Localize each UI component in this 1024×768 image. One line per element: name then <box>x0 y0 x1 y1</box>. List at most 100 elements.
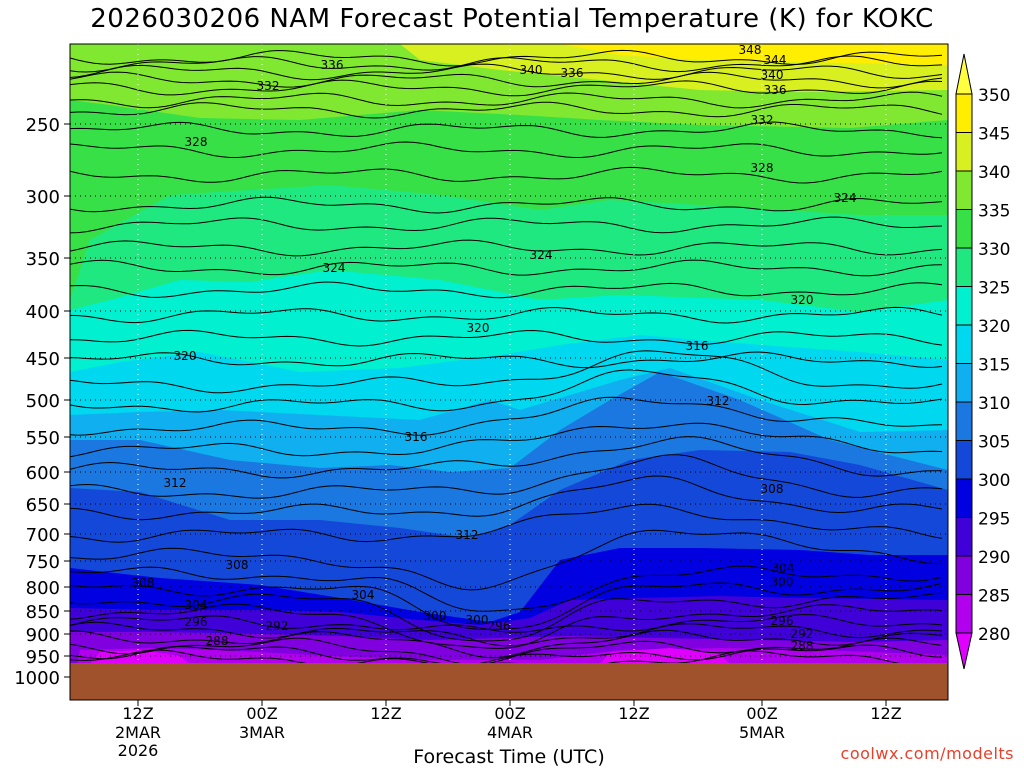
contour-label: 328 <box>751 161 774 175</box>
y-tick-label: 350 <box>26 249 60 270</box>
contour-label: 320 <box>467 321 490 335</box>
contour-line <box>70 369 943 413</box>
colorbar-segment <box>955 594 973 634</box>
x-tick-year: 2026 <box>118 741 159 760</box>
contour-labels: 336 340 3363483443403363323323283283243243… <box>132 44 857 653</box>
contour-label: 336 <box>561 66 584 80</box>
contour-line <box>70 529 943 591</box>
x-axis-label: Forecast Time (UTC) <box>413 746 605 768</box>
contour-line <box>70 121 943 139</box>
contour-label: 328 <box>185 135 208 149</box>
x-tick-date: 5MAR <box>739 723 785 742</box>
contour-line <box>70 141 943 159</box>
colorbar-segment <box>955 440 973 480</box>
contour-label: 312 <box>456 528 479 542</box>
x-tick-date: 3MAR <box>239 723 285 742</box>
colorbar-segment <box>955 632 973 670</box>
colorbar-segment <box>955 555 973 595</box>
x-tick-label: 00Z <box>246 704 277 723</box>
contour-label: 308 <box>761 482 784 496</box>
contour-label: 288 <box>206 634 229 648</box>
contour-line <box>70 101 943 119</box>
contour-label: 296 <box>488 619 511 633</box>
contour-line <box>70 637 943 665</box>
x-tick-date: 4MAR <box>487 723 533 742</box>
contour-line <box>70 329 943 347</box>
contour-line <box>70 166 943 184</box>
contour-line <box>70 196 943 214</box>
y-tick-label: 600 <box>26 463 60 484</box>
x-tick-label: 12Z <box>618 704 649 723</box>
ground-surface <box>70 663 948 700</box>
contour-label: 292 <box>266 619 289 633</box>
contour-label: 340 <box>520 63 543 77</box>
contour-line <box>70 55 943 73</box>
y-tick-label: 850 <box>26 602 60 623</box>
colorbar-label: 335 <box>978 202 1010 222</box>
colorbar-label: 285 <box>978 587 1010 607</box>
y-tick-label: 650 <box>26 495 60 516</box>
y-axis: 2503003504004505005506006507007508008509… <box>14 115 70 689</box>
contour-line <box>70 436 943 479</box>
contour-label: 300 <box>466 613 489 627</box>
contour-label: 344 <box>764 53 787 67</box>
colorbar-label: 320 <box>978 317 1010 337</box>
colorbar-segment <box>955 132 973 172</box>
colorbar-label: 330 <box>978 240 1010 260</box>
colorbar-segment <box>955 286 973 326</box>
colorbar-label: 310 <box>978 394 1010 414</box>
x-tick-label: 00Z <box>746 704 777 723</box>
contour-line <box>70 396 943 436</box>
chart-title: 2026030206 NAM Forecast Potential Temper… <box>90 4 934 34</box>
colorbar-label: 295 <box>978 510 1010 530</box>
contour-label: 312 <box>707 394 730 408</box>
y-tick-label: 1000 <box>14 668 60 689</box>
contour-label: 332 <box>751 113 774 127</box>
contour-label: 308 <box>132 576 155 590</box>
x-tick-label: 12Z <box>370 704 401 723</box>
contour-label: 336 <box>321 58 344 72</box>
contour-line <box>70 621 943 647</box>
contour-label: 324 <box>834 191 857 205</box>
contour-line <box>70 281 943 299</box>
contour-label: 304 <box>185 598 208 612</box>
contour-line <box>70 91 943 109</box>
contour-label: 336 <box>764 83 787 97</box>
contour-line <box>70 63 943 81</box>
contour-label: 304 <box>772 561 795 575</box>
colorbar-segment <box>955 53 973 95</box>
y-tick-label: 450 <box>26 349 60 370</box>
contour-label: 324 <box>323 261 346 275</box>
contour-label: 304 <box>352 588 375 602</box>
contour-label: 340 <box>761 68 784 82</box>
colorbar-label: 340 <box>978 163 1010 183</box>
colorbar-label: 290 <box>978 548 1010 568</box>
colorbar-segment <box>955 401 973 441</box>
contour-line <box>70 259 943 277</box>
y-tick-label: 250 <box>26 115 60 136</box>
colorbar-segment <box>955 209 973 249</box>
color-band <box>70 270 948 330</box>
contour-line <box>70 592 943 642</box>
contour-line <box>70 79 943 97</box>
contour-line <box>70 350 943 394</box>
contour-label: 320 <box>791 293 814 307</box>
contour-label: 300 <box>771 575 794 589</box>
colorbar-label: 325 <box>978 279 1010 299</box>
y-tick-label: 900 <box>26 625 60 646</box>
contour-line <box>70 454 943 499</box>
colorbar-label: 315 <box>978 356 1010 376</box>
contour-label: 296 <box>185 615 208 629</box>
contour-label: 300 <box>424 609 447 623</box>
contour-line <box>70 603 943 649</box>
y-tick-label: 800 <box>26 578 60 599</box>
y-tick-label: 500 <box>26 391 60 412</box>
contour-label: 320 <box>174 349 197 363</box>
watermark: coolwx.com/modelts <box>840 744 1014 763</box>
contour-label: 332 <box>257 79 280 93</box>
colorbar-label: 300 <box>978 471 1010 491</box>
colorbar-label: 280 <box>978 625 1010 645</box>
y-tick-label: 300 <box>26 187 60 208</box>
